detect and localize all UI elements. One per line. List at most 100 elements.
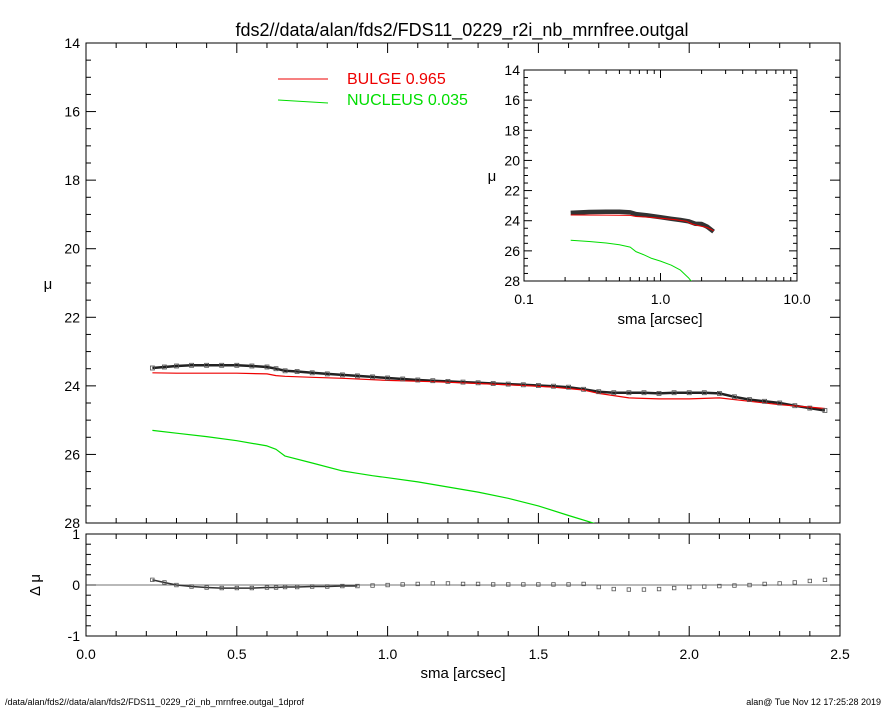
data-point [460, 379, 466, 385]
footer-file-path: /data/alan/fds2//data/alan/fds2/FDS11_02… [5, 697, 305, 707]
residual-point [717, 583, 722, 589]
residual-point [792, 580, 797, 585]
nucleus-series [152, 429, 596, 523]
data-point [445, 378, 451, 384]
residual-point [445, 581, 451, 586]
residual-point [325, 584, 330, 589]
data-point [792, 403, 798, 409]
x-axis-label: sma [arcsec] [617, 311, 702, 328]
plot-area [149, 362, 828, 523]
x-tick-label: 0.5 [227, 646, 247, 662]
y-tick-label: -1 [68, 628, 81, 644]
plot-area [570, 209, 715, 281]
residual-point [611, 586, 616, 592]
residual-point [355, 583, 360, 589]
residual-point [732, 583, 737, 588]
data-point [762, 398, 767, 404]
data-point [611, 390, 617, 396]
residual-point [687, 584, 692, 590]
residual-point [656, 586, 662, 592]
residual-point [581, 581, 586, 587]
residual-point [566, 582, 571, 587]
data-point [777, 400, 783, 406]
residual-point [162, 580, 167, 585]
residual-point [273, 585, 279, 590]
y-axis-label: Δ μ [27, 574, 44, 596]
residual-plot-frame: -1 0 1 0.0 0.5 1.0 1.5 2.0 2.5 sma [arcsec] Δ μ [27, 526, 850, 682]
y-tick-label: 26 [64, 446, 80, 462]
data-line [152, 364, 826, 412]
residual-point [309, 584, 315, 589]
residual-point [294, 584, 300, 590]
legend-label: BULGE 0.965 [347, 71, 446, 88]
data-point [581, 386, 586, 392]
data-point [807, 405, 813, 411]
residual-point [430, 581, 436, 586]
residual-point [521, 582, 526, 587]
y-tick-label: 0 [72, 577, 80, 593]
x-tick-label: 2.5 [830, 646, 850, 662]
y-tick-label: 20 [64, 241, 80, 257]
residual-point [807, 578, 812, 584]
data-point [822, 408, 828, 413]
residual-point [596, 584, 601, 590]
data-point [309, 370, 315, 376]
plot-area [150, 577, 828, 592]
x-tick-label: 1.0 [378, 646, 398, 662]
residual-point [777, 581, 782, 586]
data-point [686, 390, 692, 396]
residual-point [282, 584, 288, 590]
data-point [596, 389, 602, 395]
y-tick-label: 24 [64, 378, 80, 394]
data-point [475, 380, 481, 386]
data-point [656, 390, 662, 396]
data-point [717, 390, 722, 396]
data-point [204, 362, 210, 368]
y-tick-label: 22 [504, 183, 520, 199]
y-axis-label: μ [44, 276, 53, 293]
y-tick-label: 26 [504, 243, 520, 259]
legend-swatch [277, 99, 329, 104]
data-series [570, 209, 715, 234]
residual-line [152, 579, 358, 589]
residual-point [264, 585, 270, 590]
data-point [264, 364, 270, 370]
y-tick-label: 16 [504, 92, 520, 108]
data-point [149, 365, 155, 371]
residual-point [475, 581, 481, 587]
footer-timestamp: alan@ Tue Nov 12 17:25:28 2019 [746, 697, 881, 707]
x-tick-label: 1.0 [651, 291, 671, 307]
data-point [385, 375, 391, 381]
y-axis-label: μ [488, 168, 497, 185]
data-point [732, 394, 737, 400]
data-point [430, 378, 436, 384]
y-tick-label: 16 [64, 104, 80, 120]
residual-point [490, 582, 496, 587]
data-point [415, 377, 421, 383]
data-point [671, 390, 677, 396]
data-point [354, 373, 360, 379]
residual-point [234, 585, 240, 591]
residual-point [641, 587, 647, 592]
bulge-series [570, 214, 714, 232]
data-point [249, 363, 255, 369]
x-tick-label: 10.0 [783, 291, 810, 307]
data-point [324, 371, 330, 377]
residual-point [536, 582, 541, 587]
data-point [174, 363, 179, 369]
data-point [626, 390, 632, 396]
x-tick-label: 2.0 [679, 646, 699, 662]
data-point [273, 366, 279, 372]
data-point [400, 376, 406, 382]
data-point [747, 397, 752, 403]
residual-point [762, 581, 767, 587]
y-tick-label: 20 [504, 152, 520, 168]
residual-point [150, 577, 155, 582]
residual-point [400, 582, 405, 587]
residual-point [415, 581, 420, 587]
residual-point [506, 582, 511, 587]
data-point [370, 374, 375, 380]
residual-point [189, 584, 194, 589]
y-tick-label: 14 [504, 62, 520, 78]
